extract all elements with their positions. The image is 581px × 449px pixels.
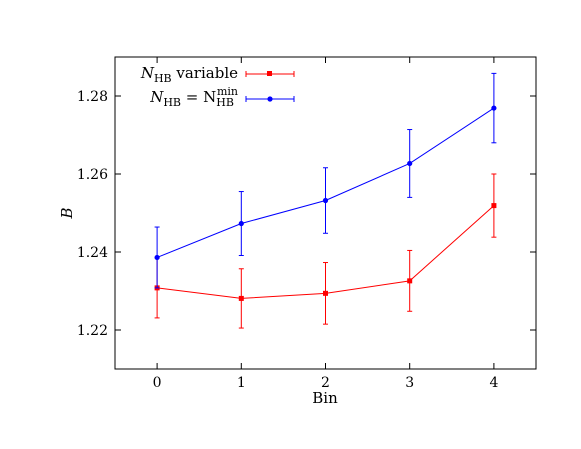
data-point — [407, 160, 413, 167]
x-tick-label: 3 — [405, 375, 414, 391]
y-tick-label: 1.24 — [77, 245, 108, 261]
data-point — [322, 197, 329, 204]
y-tick-label: 1.22 — [77, 323, 108, 339]
y-tick-label: 1.26 — [77, 167, 108, 183]
series-0 — [154, 173, 497, 329]
series-layer — [154, 72, 497, 329]
x-tick-label: 4 — [489, 375, 498, 391]
data-point — [154, 254, 160, 261]
legend-sample-red — [245, 71, 295, 77]
x-tick-label: 2 — [321, 375, 330, 391]
legend: NHB variable NHB = NHBmin — [140, 64, 295, 109]
x-tick-label: 1 — [237, 375, 246, 391]
data-point — [323, 290, 328, 296]
data-point — [491, 203, 497, 209]
x-tick-label: 0 — [153, 375, 162, 391]
y-tick-label: 1.28 — [77, 89, 108, 105]
x-axis-title: Bin — [312, 389, 338, 407]
data-point — [491, 105, 497, 111]
y-axis-title: B — [58, 207, 76, 219]
data-point — [407, 278, 413, 284]
series-1 — [154, 72, 497, 289]
legend-label-red: NHB variable — [140, 64, 238, 85]
legend-label-blue: NHB = NHBmin — [149, 85, 238, 109]
data-point — [238, 220, 244, 227]
legend-sample-blue — [245, 96, 295, 102]
ticks: 0 1 2 3 4 1.22 1.24 1.26 1.28 — [77, 57, 536, 391]
data-point — [238, 295, 244, 301]
